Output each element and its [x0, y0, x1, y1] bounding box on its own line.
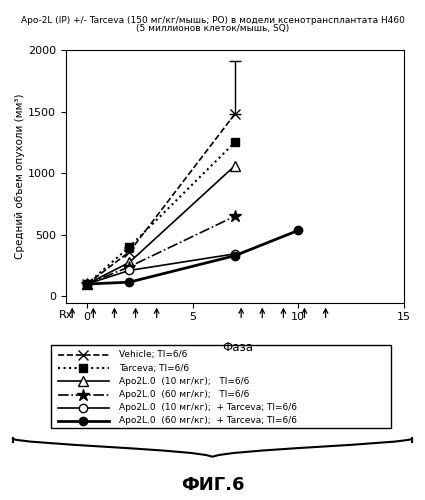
Text: Apo-2L (IP) +/- Tarceva (150 мг/кг/мышь; PO) в модели ксенотрансплантата H460: Apo-2L (IP) +/- Tarceva (150 мг/кг/мышь;… — [20, 16, 405, 25]
Text: ФИГ.6: ФИГ.6 — [181, 476, 244, 494]
Text: Vehicle; TI=6/6: Vehicle; TI=6/6 — [119, 350, 187, 360]
Y-axis label: Средний объем опухоли (мм³): Средний объем опухоли (мм³) — [15, 94, 25, 259]
Text: Фаза: Фаза — [223, 341, 253, 354]
Text: Apo2L.0  (10 мг/кг);  + Tarceva; TI=6/6: Apo2L.0 (10 мг/кг); + Tarceva; TI=6/6 — [119, 403, 297, 412]
Text: (5 миллионов клеток/мышь, SQ): (5 миллионов клеток/мышь, SQ) — [136, 24, 289, 33]
FancyBboxPatch shape — [51, 345, 391, 428]
Text: Apo2L.0  (10 мг/кг);   TI=6/6: Apo2L.0 (10 мг/кг); TI=6/6 — [119, 377, 249, 386]
Text: Rx: Rx — [59, 310, 73, 320]
Text: Apo2L.0  (60 мг/кг);  + Tarceva; TI=6/6: Apo2L.0 (60 мг/кг); + Tarceva; TI=6/6 — [119, 416, 297, 426]
Text: Apo2L.0  (60 мг/кг);   TI=6/6: Apo2L.0 (60 мг/кг); TI=6/6 — [119, 390, 249, 399]
Text: Tarceva; TI=6/6: Tarceva; TI=6/6 — [119, 364, 189, 372]
